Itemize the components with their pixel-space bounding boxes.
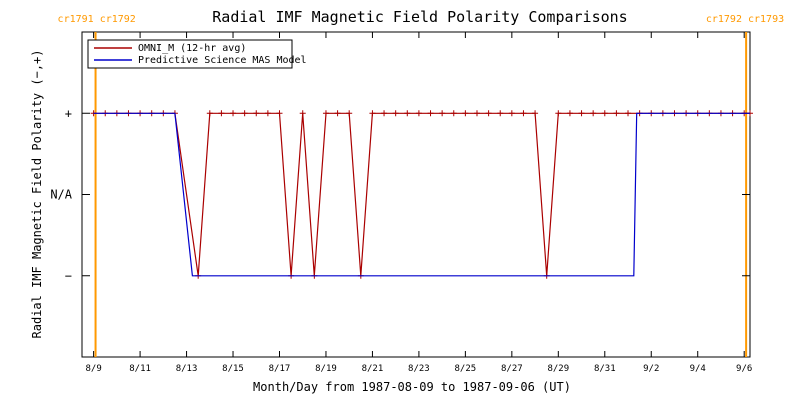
legend-box bbox=[87, 39, 293, 69]
x-tick-label: 8/9 bbox=[85, 364, 101, 374]
y-axis-ticks: + N/A − bbox=[50, 106, 750, 283]
x-tick-label: 8/27 bbox=[501, 364, 523, 374]
carrington-label: cr1791 cr1792 bbox=[58, 14, 136, 25]
data-point bbox=[404, 110, 411, 117]
data-point bbox=[439, 110, 446, 117]
data-point bbox=[497, 110, 504, 117]
data-point bbox=[264, 110, 271, 117]
x-tick-label: 8/21 bbox=[362, 364, 384, 374]
x-tick-label: 8/15 bbox=[222, 364, 244, 374]
y-tick-label: N/A bbox=[50, 188, 72, 202]
x-tick-label: 8/23 bbox=[408, 364, 430, 374]
x-tick-label: 8/29 bbox=[547, 364, 569, 374]
data-point bbox=[392, 110, 399, 117]
data-point bbox=[276, 110, 283, 117]
data-point bbox=[601, 110, 608, 117]
x-tick-label: 9/2 bbox=[643, 364, 659, 374]
legend: OMNI_M (12-hr avg) Predictive Science MA… bbox=[87, 39, 307, 69]
data-point bbox=[230, 110, 237, 117]
x-tick-label: 8/31 bbox=[594, 364, 616, 374]
data-point bbox=[566, 110, 573, 117]
carrington-marker-labels: cr1791 cr1792 cr1792 cr1793 bbox=[58, 14, 785, 25]
x-tick-label: 8/19 bbox=[315, 364, 337, 374]
data-point bbox=[241, 110, 248, 117]
carrington-label: cr1792 cr1793 bbox=[706, 14, 784, 25]
data-point bbox=[299, 110, 306, 117]
data-point bbox=[218, 110, 225, 117]
data-point bbox=[334, 110, 341, 117]
x-tick-label: 9/6 bbox=[736, 364, 752, 374]
y-tick-label: + bbox=[65, 106, 72, 120]
x-tick-label: 8/13 bbox=[176, 364, 198, 374]
data-point bbox=[473, 110, 480, 117]
x-tick-label: 8/25 bbox=[455, 364, 477, 374]
plot-area bbox=[81, 31, 751, 358]
data-point bbox=[578, 110, 585, 117]
data-point bbox=[625, 110, 632, 117]
data-point bbox=[381, 110, 388, 117]
data-point bbox=[532, 110, 539, 117]
y-axis-label: Radial IMF Magnetic Field Polarity (−,+) bbox=[30, 50, 44, 339]
data-point bbox=[555, 110, 562, 117]
legend-label-omni: OMNI_M (12-hr avg) bbox=[138, 43, 246, 54]
x-axis-label: Month/Day from 1987-08-09 to 1987-09-06 … bbox=[253, 380, 571, 394]
data-point bbox=[462, 110, 469, 117]
data-point bbox=[415, 110, 422, 117]
y-tick-label: − bbox=[65, 269, 72, 283]
x-tick-label: 8/17 bbox=[269, 364, 291, 374]
carrington-marker-lines bbox=[94, 32, 748, 357]
x-axis-ticks: 8/9 8/11 8/13 8/15 8/17 8/19 8/21 8/23 8/25 8/27 8… bbox=[85, 32, 752, 374]
data-point bbox=[520, 110, 527, 117]
data-point bbox=[206, 110, 213, 117]
data-point bbox=[613, 110, 620, 117]
data-point bbox=[590, 110, 597, 117]
data-point bbox=[322, 110, 329, 117]
data-point bbox=[427, 110, 434, 117]
legend-label-mas: Predictive Science MAS Model bbox=[138, 55, 307, 66]
chart-title: Radial IMF Magnetic Field Polarity Compa… bbox=[212, 8, 627, 26]
data-point bbox=[508, 110, 515, 117]
data-point bbox=[369, 110, 376, 117]
data-point bbox=[253, 110, 260, 117]
data-point bbox=[346, 110, 353, 117]
data-point bbox=[450, 110, 457, 117]
series-line-mas bbox=[93, 112, 750, 277]
x-tick-label: 9/4 bbox=[690, 364, 706, 374]
x-tick-label: 8/11 bbox=[129, 364, 151, 374]
series-line-omni bbox=[93, 112, 750, 276]
data-point bbox=[485, 110, 492, 117]
series-layer bbox=[90, 110, 753, 279]
